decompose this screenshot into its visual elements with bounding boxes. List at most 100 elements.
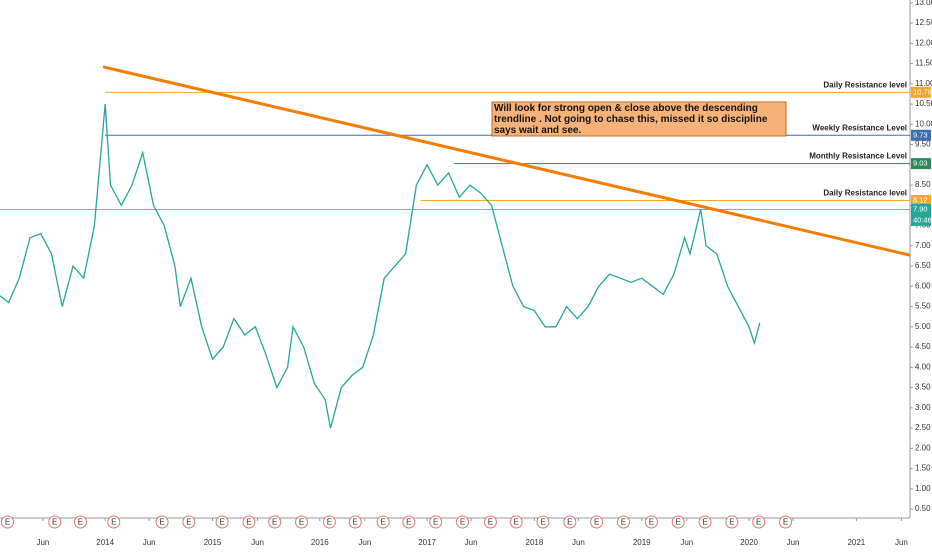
price-tag-label: 7.90 [913, 204, 928, 213]
x-tick-label: 2017 [418, 538, 436, 547]
y-tick-label: 7.00 [915, 241, 931, 250]
earnings-label: E [567, 518, 572, 527]
y-tick-label: 9.50 [915, 140, 931, 149]
price-tag-label: 10.79 [913, 87, 932, 96]
y-tick-label: 1.00 [915, 484, 931, 493]
annotation: Will look for strong open & close above … [494, 103, 768, 136]
y-tick-label: 4.50 [915, 342, 931, 351]
earnings-marker [563, 515, 577, 529]
earnings-label: E [594, 518, 599, 527]
earnings-marker [725, 515, 739, 529]
x-tick-label: Jun [358, 538, 371, 547]
x-tick-label: Jun [143, 538, 156, 547]
price-tag [911, 129, 931, 141]
earnings-marker [295, 515, 309, 529]
y-tick-label: 6.00 [915, 281, 931, 290]
earnings-label: E [246, 518, 251, 527]
y-tick-label: 1.50 [915, 464, 931, 473]
earnings-marker [322, 515, 336, 529]
earnings-marker [779, 515, 793, 529]
earnings-marker [509, 515, 523, 529]
y-tick-label: 10.00 [915, 119, 932, 128]
earnings-marker [483, 515, 497, 529]
earnings-marker [698, 515, 712, 529]
earnings-marker [215, 515, 229, 529]
earnings-marker [671, 515, 685, 529]
countdown-label: 40:46 [913, 215, 932, 224]
y-tick-label: 11.00 [915, 79, 932, 88]
y-tick-label: 6.50 [915, 261, 931, 270]
earnings-label: E [78, 518, 83, 527]
y-tick-label: 4.00 [915, 362, 931, 371]
earnings-marker [376, 515, 390, 529]
earnings-label: E [5, 518, 10, 527]
earnings-label: E [186, 518, 191, 527]
x-tick-label: 2016 [311, 538, 329, 547]
earnings-label: E [649, 518, 654, 527]
earnings-label: E [783, 518, 788, 527]
price-line [0, 104, 761, 429]
y-tick-label: 5.50 [915, 302, 931, 311]
annotation-box [491, 101, 787, 137]
x-tick-label: 2015 [204, 538, 222, 547]
earnings-marker [616, 515, 630, 529]
earnings-label: E [159, 518, 164, 527]
x-tick-label: Jun [465, 538, 478, 547]
annotation-text: Will look for strong open & close above … [494, 103, 768, 136]
earnings-marker [590, 515, 604, 529]
resistance-label: Weekly Resistance Level [812, 123, 907, 132]
y-tick-label: 12.00 [915, 38, 932, 47]
earnings-label: E [353, 518, 358, 527]
earnings-label: E [380, 518, 385, 527]
earnings-marker [1, 515, 15, 529]
earnings-marker [107, 515, 121, 529]
earnings-label: E [756, 518, 761, 527]
earnings-label: E [513, 518, 518, 527]
x-tick-label: 2019 [633, 538, 651, 547]
y-tick-label: 5.00 [915, 322, 931, 331]
y-tick-label: 3.00 [915, 403, 931, 412]
price-tag [911, 158, 931, 170]
earnings-label: E [52, 518, 57, 527]
resistance-label: Daily Resistance level [823, 80, 907, 89]
y-tick-label: 13.00 [915, 0, 932, 7]
earnings-label: E [111, 518, 116, 527]
earnings-label: E [219, 518, 224, 527]
y-tick-label: 2.00 [915, 443, 931, 452]
trendline [102, 65, 911, 257]
x-tick-label: Jun [680, 538, 693, 547]
price-tag [911, 203, 931, 226]
earnings-marker [456, 515, 470, 529]
earnings-marker [644, 515, 658, 529]
y-tick-label: 8.50 [915, 180, 931, 189]
earnings-marker [182, 515, 196, 529]
y-tick-label: 0.50 [915, 504, 931, 513]
x-tick-label: Jun [787, 538, 800, 547]
earnings-label: E [621, 518, 626, 527]
x-tick-label: 2014 [96, 538, 114, 547]
y-tick-label: 2.50 [915, 423, 931, 432]
y-tick-label: 11.50 [915, 59, 932, 68]
earnings-marker [429, 515, 443, 529]
earnings-label: E [488, 518, 493, 527]
x-tick-label: 2021 [847, 538, 865, 547]
price-tag-label: 9.03 [913, 159, 928, 168]
price-tag [911, 194, 931, 206]
earnings-label: E [299, 518, 304, 527]
earnings-marker [242, 515, 256, 529]
x-tick-label: Jun [572, 538, 585, 547]
earnings-marker [348, 515, 362, 529]
y-tick-label: 3.50 [915, 383, 931, 392]
price-tag-label: 9.73 [913, 130, 928, 139]
price-tag [911, 86, 931, 98]
earnings-label: E [272, 518, 277, 527]
earnings-marker [402, 515, 416, 529]
earnings-label: E [406, 518, 411, 527]
x-tick-label: 2018 [526, 538, 544, 547]
x-tick-label: Jun [36, 538, 49, 547]
y-tick-label: 10.50 [915, 99, 932, 108]
earnings-label: E [702, 518, 707, 527]
resistance-label: Daily Resistance level [823, 189, 907, 198]
earnings-label: E [676, 518, 681, 527]
